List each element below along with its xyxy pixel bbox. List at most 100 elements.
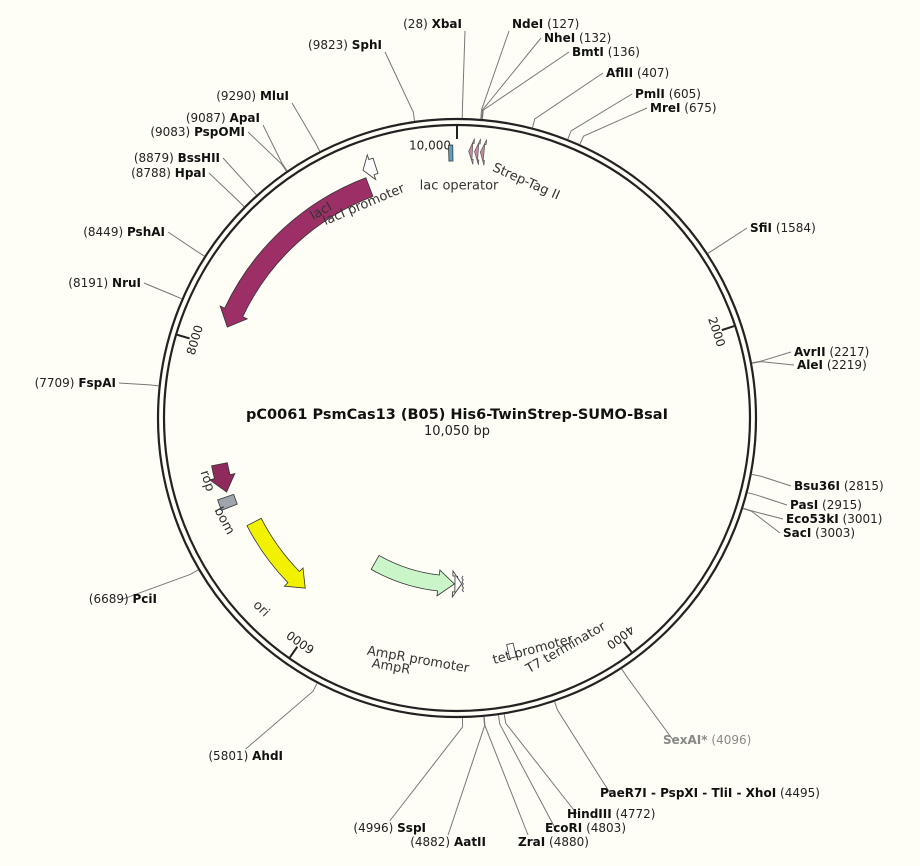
site-name: SacI: [783, 526, 811, 540]
site-leader-line: [481, 37, 542, 120]
site-name: PasI: [790, 498, 818, 512]
restriction-site: (5801) AhdI: [208, 749, 283, 763]
site-position: (4495): [780, 786, 820, 800]
backbone-outer-ring: [156, 117, 758, 719]
scale-tick-label: 10,000: [409, 139, 451, 153]
site-label: (8449) PshAI: [83, 225, 165, 239]
feature-AmpR-promoter-arrow: [451, 569, 463, 599]
site-position: (8191): [68, 276, 108, 290]
site-name: AflII: [606, 66, 633, 80]
site-leader-line: [554, 701, 611, 794]
feature-bom-box: [217, 493, 238, 511]
site-position: (9290): [216, 89, 256, 103]
restriction-site: Eco53kI (3001): [786, 512, 882, 526]
site-leader-line: [245, 683, 318, 750]
site-label: PmlI (605): [635, 87, 701, 101]
site-label: (8879) BssHII: [134, 151, 220, 165]
restriction-site: (8449) PshAI: [83, 225, 165, 239]
site-leader-line: [222, 157, 257, 196]
site-leader-line: [480, 30, 510, 119]
site-position: (605): [669, 87, 701, 101]
feature-bom: bom: [211, 493, 238, 537]
feature-lacI: lacI: [219, 177, 374, 328]
site-leader-line: [742, 507, 784, 520]
site-name: AleI: [797, 358, 823, 372]
site-position: (8788): [131, 166, 171, 180]
site-label: SacI (3003): [783, 526, 855, 540]
site-label: (9290) MluI: [216, 89, 289, 103]
site-label: SfiI (1584): [750, 221, 816, 235]
site-label: Bsu36I (2815): [794, 479, 884, 493]
site-leader-line: [291, 102, 321, 152]
site-position: (3003): [815, 526, 855, 540]
site-name: ApaI: [230, 111, 260, 125]
site-name: NheI: [544, 31, 575, 45]
site-name: SphI: [352, 38, 382, 52]
site-name: SspI: [397, 821, 426, 835]
site-label: (5801) AhdI: [208, 749, 283, 763]
site-label: PasI (2915): [790, 498, 862, 512]
site-leader-line: [143, 282, 182, 300]
site-position: (3001): [843, 512, 883, 526]
site-position: (127): [547, 17, 579, 31]
site-leader-line: [503, 714, 578, 815]
site-leader-line: [498, 715, 556, 829]
site-leader-lines: [118, 30, 795, 836]
site-label: MreI (675): [650, 101, 717, 115]
site-position: (28): [403, 17, 428, 31]
site-position: (4880): [549, 835, 589, 849]
site-leader-line: [751, 361, 795, 366]
site-label: (4882) AatII: [410, 835, 486, 849]
site-position: (6689): [89, 592, 129, 606]
site-position: (675): [684, 101, 716, 115]
site-leader-line: [579, 107, 648, 145]
site-leader-line: [742, 508, 781, 534]
feature-AmpR-arrow: [370, 554, 456, 597]
scale-tick-label: 6000: [284, 628, 317, 657]
restriction-site: AleI (2219): [797, 358, 867, 372]
restriction-site: EcoRI (4803): [545, 821, 626, 835]
site-label: PaeR7I - PspXI - TliI - XhoI (4495): [600, 786, 820, 800]
feature-rop: rop: [197, 462, 236, 493]
site-label: NheI (132): [544, 31, 611, 45]
site-leader-line: [481, 51, 570, 120]
site-name: EcoRI: [545, 821, 582, 835]
site-leader-line: [167, 231, 205, 257]
site-leader-line: [122, 569, 199, 600]
site-leader-line: [118, 382, 159, 387]
site-position: (4996): [353, 821, 393, 835]
plasmid-length: 10,050 bp: [424, 424, 490, 439]
restriction-sites: (28) XbaI NdeI (127)NheI (132)BmtI (136) A…: [35, 17, 884, 849]
restriction-site: (9290) MluI: [216, 89, 289, 103]
feature-AmpR: AmpR: [370, 554, 459, 678]
feature-ori: ori: [246, 517, 306, 621]
site-leader-line: [532, 72, 604, 128]
site-name: PspOMI: [194, 125, 245, 139]
site-position: (407): [637, 66, 669, 80]
restriction-site: (9087) ApaI: [186, 111, 260, 125]
site-name: Eco53kI: [786, 512, 839, 526]
restriction-site: BmtI (136): [572, 45, 640, 59]
site-position: (4803): [586, 821, 626, 835]
site-position: (9823): [308, 38, 348, 52]
scale-tick: [176, 333, 190, 340]
restriction-site: Bsu36I (2815): [794, 479, 884, 493]
site-label: (4996) SspI: [353, 821, 426, 835]
map-title: pC0061 PsmCas13 (B05) His6-TwinStrep-SUM…: [246, 407, 668, 439]
site-name: AvrII: [794, 345, 826, 359]
restriction-site: (7709) FspAI: [35, 376, 116, 390]
site-name: PmlI: [635, 87, 665, 101]
site-label: HindIII (4772): [567, 807, 655, 821]
feature-ori-label: ori: [250, 598, 273, 621]
feature-rop-arrow: [208, 462, 236, 493]
strep-tag-segment: [479, 139, 488, 166]
site-label: (8191) NruI: [68, 276, 141, 290]
restriction-site: SexAI* (4096): [663, 733, 751, 747]
restriction-site: AvrII (2217): [794, 345, 869, 359]
site-label: (28) XbaI: [403, 17, 462, 31]
site-name: NdeI: [512, 17, 543, 31]
site-label: BmtI (136): [572, 45, 640, 59]
scale-tick-label: 2000: [705, 315, 728, 348]
site-leader-line: [447, 716, 486, 836]
site-leader-line: [567, 93, 633, 140]
